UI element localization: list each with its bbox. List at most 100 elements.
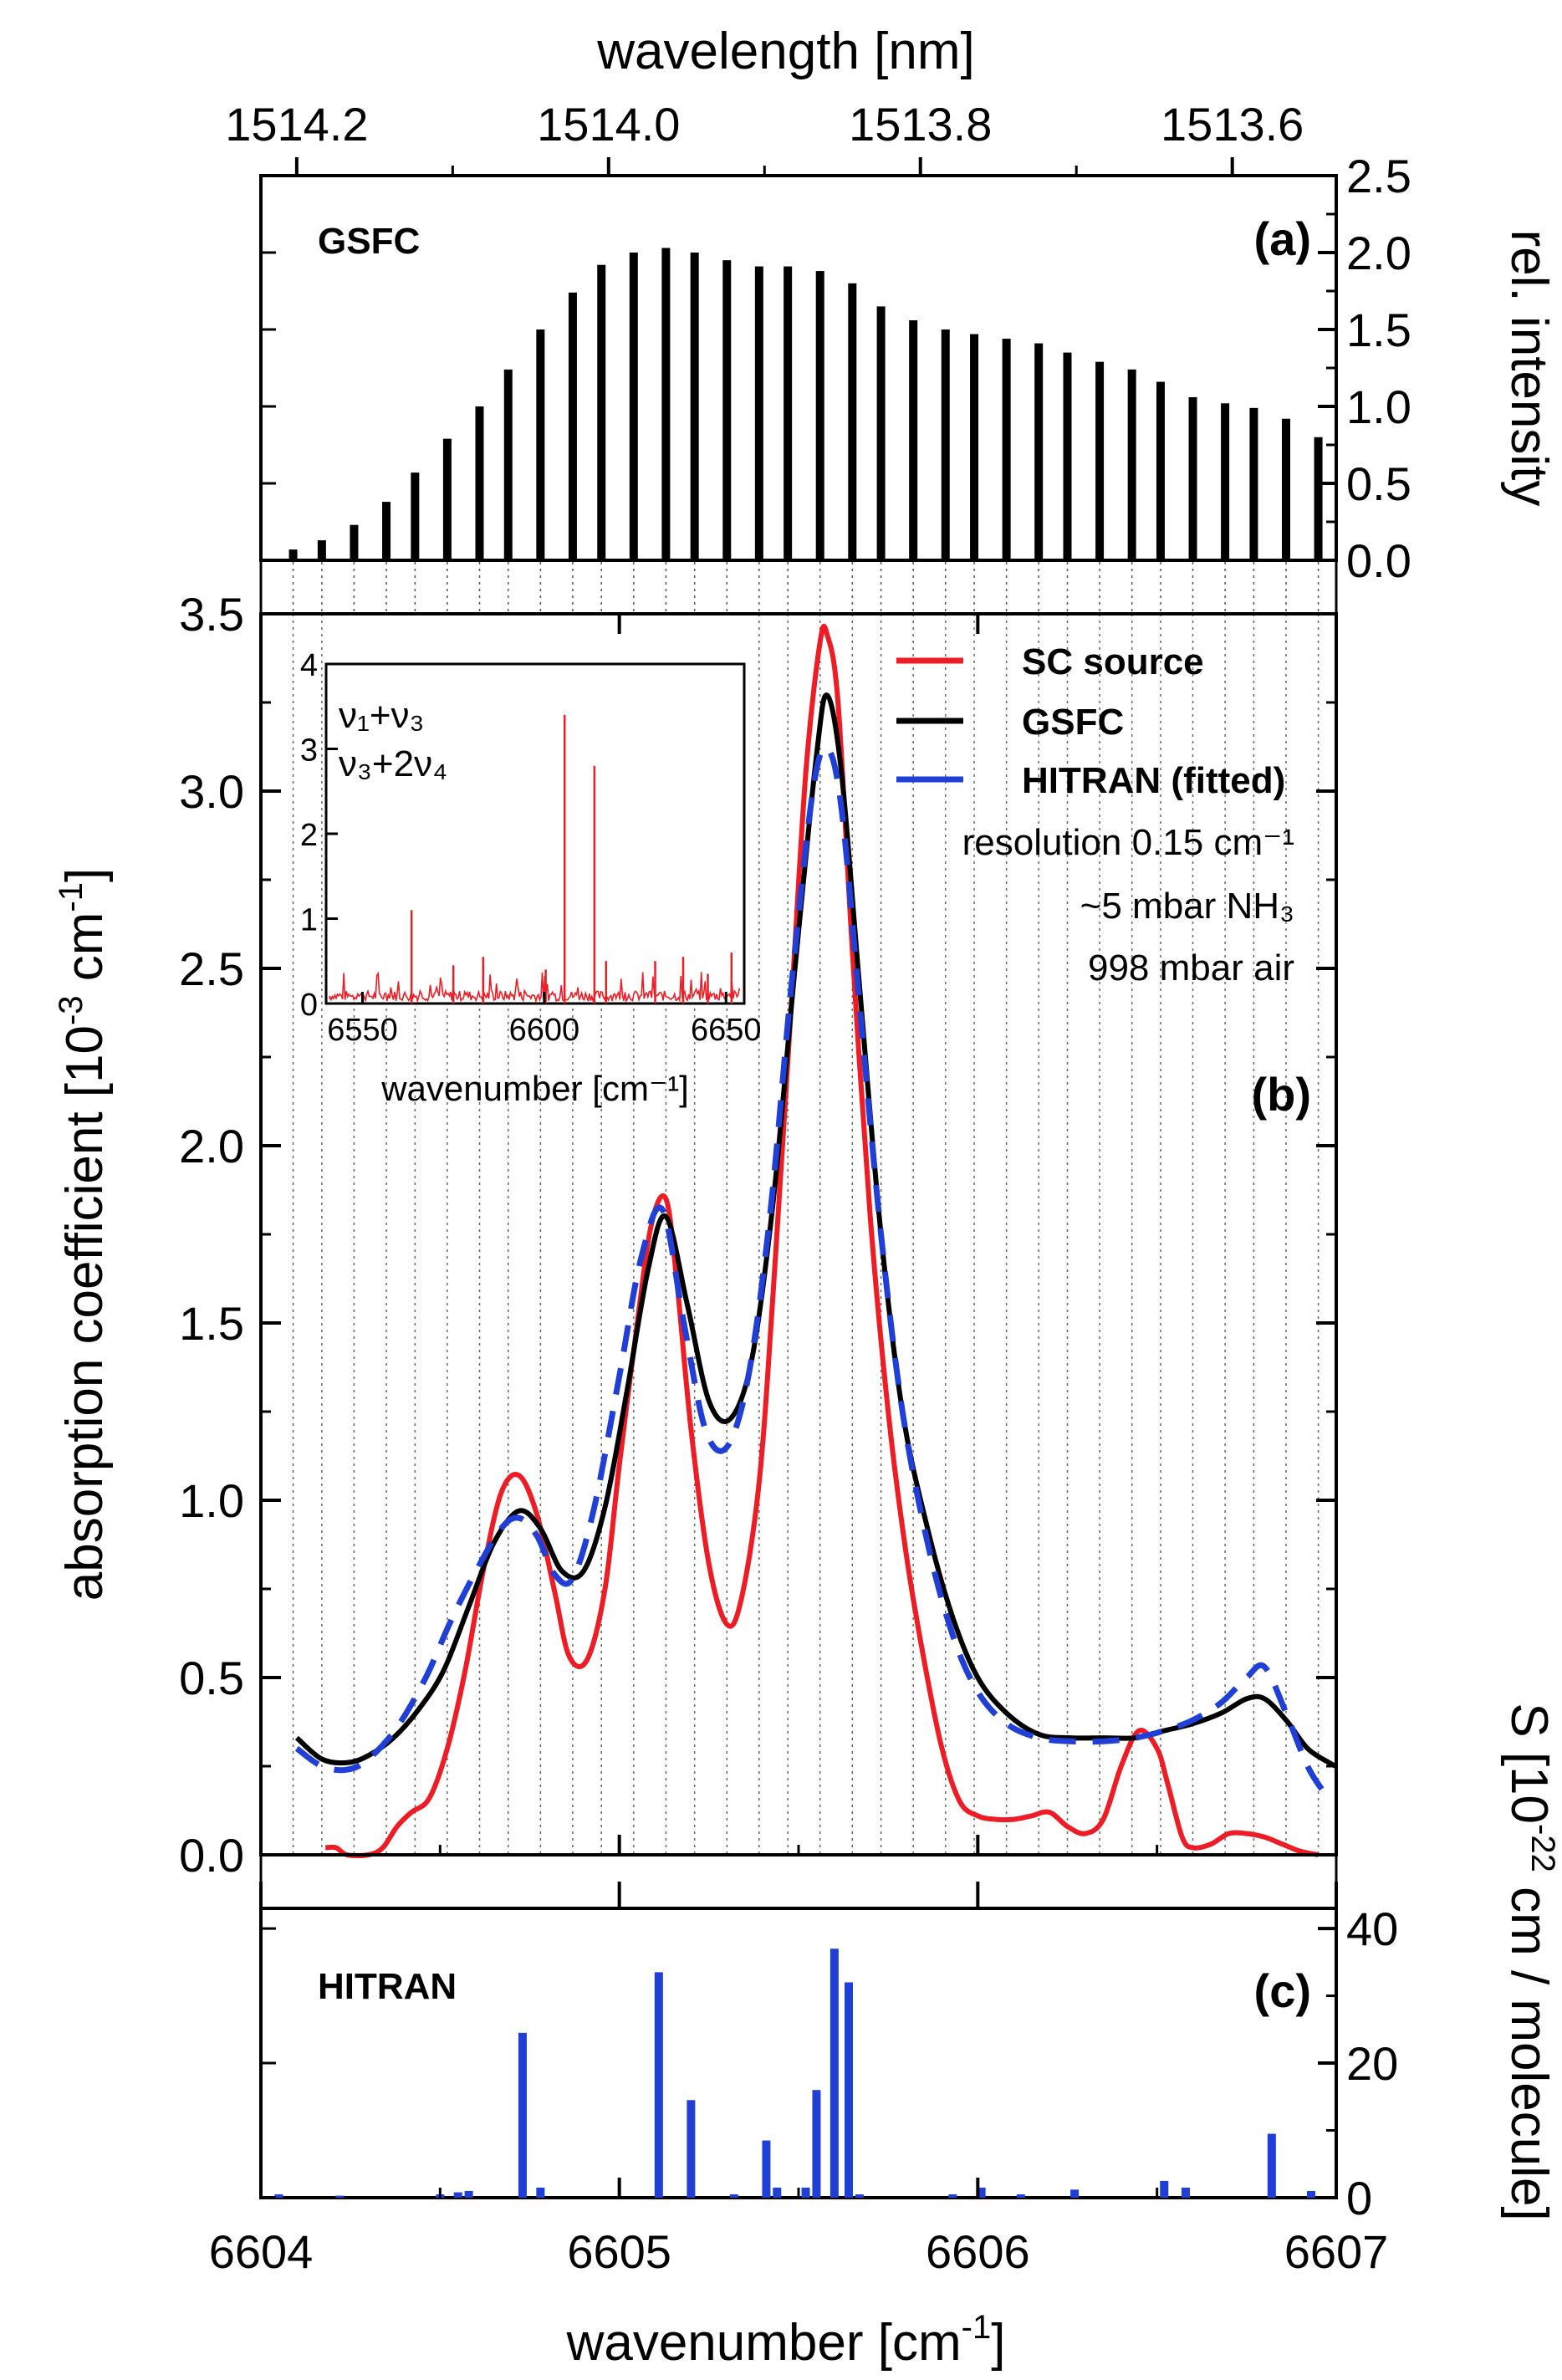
comb-bar-31 [1221, 403, 1230, 560]
legend-label-sc-source: SC source [1022, 641, 1204, 682]
hitran-line-9 [687, 2100, 696, 2198]
comb-bar-6 [442, 438, 452, 560]
legend: SC source GSFC HITRAN (fitted) [896, 641, 1285, 801]
hitran-line-17 [855, 2194, 864, 2198]
a-ytick-label: 2.5 [1346, 150, 1411, 202]
comb-bar-4 [382, 502, 391, 560]
hitran-line-19 [977, 2187, 986, 2198]
hitran-line-23 [1181, 2187, 1190, 2198]
comb-bar-3 [350, 524, 359, 560]
panel-a: 0.0 0.5 1.0 1.5 2.0 2.5 GSFC (a) rel. intensi… [259, 150, 1558, 587]
comb-bar-34 [1314, 437, 1323, 560]
hitran-line-1 [274, 2194, 283, 2198]
a-ytick-label: 1.0 [1346, 380, 1411, 433]
c-ytick-label: 0 [1346, 2172, 1372, 2224]
inset-xtick-label: 6650 [691, 1013, 762, 1048]
hitran-line-16 [845, 1982, 854, 2198]
comb-bar-32 [1249, 407, 1258, 560]
comb-bar-30 [1188, 396, 1197, 560]
comb-bar-23 [970, 334, 979, 560]
bottom-axis-label: wavenumber [cm-1] [566, 2309, 1006, 2372]
inset-xtick-label: 6550 [327, 1013, 398, 1048]
hitran-line-2 [335, 2195, 345, 2198]
comb-bar-33 [1281, 418, 1290, 560]
hitran-line-25 [1306, 2190, 1315, 2198]
b-ytick-label: 3.0 [179, 765, 244, 818]
hitran-line-7 [536, 2187, 545, 2198]
comb-bar-9 [536, 329, 545, 560]
panel-c-annotation: HITRAN [318, 1966, 457, 2007]
comb-bar-2 [317, 540, 326, 560]
bottom-axis-ticks: 6604 6605 6606 6607 [209, 2178, 1388, 2278]
inset-axes: 0 1 2 3 4 6550 6600 6650 [300, 648, 762, 1048]
hitran-line-11 [762, 2140, 771, 2198]
inset-spectrum [329, 714, 741, 1004]
panel-b-comb-grid [292, 614, 1320, 1855]
comb-bar-29 [1156, 381, 1165, 560]
c-xtick-label: 6606 [926, 2225, 1030, 2278]
panel-b-label: (b) [1251, 1068, 1311, 1121]
comb-bar-11 [597, 264, 606, 560]
comb-bar-19 [848, 283, 857, 560]
hitran-line-18 [948, 2194, 957, 2198]
panel-b-ylabel: absorption coefficient [10-3 cm-1] [53, 868, 114, 1601]
inset-band-label-1: ν₁+ν₃ [339, 695, 424, 736]
xlabel-exp: -1 [962, 2309, 992, 2346]
hitran-line-5 [464, 2190, 473, 2198]
s-unit: cm / molecule] [1500, 1872, 1558, 2221]
comb-bar-26 [1063, 352, 1072, 560]
hitran-line-20 [1016, 2194, 1025, 2198]
comb-bar-1 [288, 549, 298, 560]
b-ytick-label: 3.5 [179, 588, 244, 641]
comb-bar-5 [411, 472, 420, 560]
gap-a-b [259, 560, 1338, 614]
comb-bar-8 [503, 369, 513, 560]
panel-a-annotation: GSFC [318, 221, 420, 262]
legend-label-gsfc: GSFC [1022, 702, 1124, 743]
comb-bar-22 [941, 329, 950, 560]
comb-bar-15 [722, 260, 732, 560]
panel-b-series [294, 623, 1338, 1859]
comb-bar-20 [876, 306, 886, 560]
panel-c: 0 20 40 6604 6605 6606 6607 HITRAN (c) wavenu… [209, 1703, 1561, 2372]
hitran-line-6 [518, 2032, 527, 2198]
series-hitran-fitted [294, 744, 1329, 1796]
b-ytick-label: 1.5 [179, 1297, 244, 1350]
comb-bar-16 [754, 266, 763, 560]
c-xtick-label: 6605 [567, 2225, 671, 2278]
top-tick-label: 1514.2 [225, 98, 368, 151]
panel-a-right-axis: 0.0 0.5 1.0 1.5 2.0 2.5 [261, 150, 1411, 587]
panel-a-frame [259, 174, 1338, 562]
hitran-line-21 [1070, 2189, 1080, 2198]
c-xtick-label: 6604 [209, 2225, 314, 2278]
comb-bar-17 [784, 266, 793, 560]
panel-b: 0.0 0.5 1.0 1.5 2.0 2.5 3.0 3.5 absorption coef… [53, 588, 1338, 1882]
xlabel-bracket: ] [991, 2314, 1005, 2372]
inset-ytick-label: 4 [300, 648, 318, 683]
inset-band-label-2: ν₃+2ν₄ [339, 743, 447, 784]
panel-c-bars [274, 1948, 1315, 2198]
c-ytick-label: 20 [1346, 2037, 1398, 2090]
comb-bar-14 [690, 253, 699, 560]
comb-bar-21 [909, 319, 918, 560]
series-sc-source [325, 623, 1320, 1859]
panel-c-label: (c) [1254, 1964, 1311, 2017]
comb-bar-18 [815, 271, 824, 560]
panel-a-ylabel: rel. intensity [1500, 230, 1558, 507]
inset-xlabel: wavenumber [cm⁻¹] [380, 1069, 689, 1108]
b-ytick-label: 2.0 [179, 1120, 244, 1172]
a-ytick-label: 1.5 [1346, 304, 1411, 356]
note-resolution: resolution 0.15 cm⁻¹ [962, 822, 1294, 863]
inset-ytick-label: 3 [300, 733, 318, 769]
comb-bar-25 [1034, 343, 1044, 560]
legend-label-hitran: HITRAN (fitted) [1022, 760, 1285, 801]
b-ytick-label: 1.0 [179, 1474, 244, 1527]
ylabel-exp-3: -3 [53, 995, 89, 1025]
hitran-line-15 [829, 1948, 839, 2198]
hitran-line-8 [654, 1972, 663, 2198]
ylabel-exp-1: -1 [53, 882, 89, 912]
hitran-line-12 [773, 2187, 782, 2198]
top-tick-label: 1514.0 [537, 98, 680, 151]
hitran-line-13 [801, 2187, 810, 2198]
